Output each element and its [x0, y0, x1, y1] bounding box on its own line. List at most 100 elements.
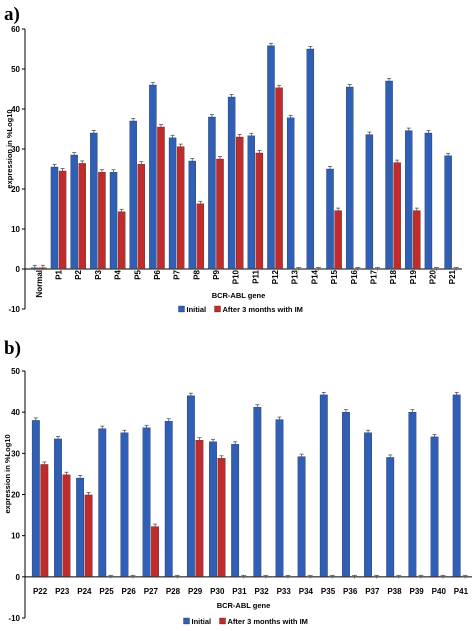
- x-category-label: P36: [343, 587, 358, 596]
- bar-initial-p20: [424, 132, 433, 270]
- x-category-label: P5: [133, 269, 142, 279]
- y-tick-label: 40: [11, 408, 20, 417]
- x-category-label: P41: [454, 587, 469, 596]
- bar-after-p3: [98, 172, 106, 270]
- bar-initial-p23: [54, 438, 62, 577]
- x-category-label: Normal: [35, 270, 44, 298]
- legend-swatch-initial: [178, 305, 185, 313]
- bar-initial-p30: [209, 441, 217, 577]
- bar-after-p8: [196, 203, 205, 270]
- x-category-label: P37: [365, 587, 380, 596]
- bar-initial-p19: [405, 130, 413, 270]
- bar-initial-p8: [188, 160, 196, 270]
- y-axis-label: expression in %Log10: [3, 434, 12, 513]
- bar-after-p7: [176, 146, 185, 270]
- bar-after-p30: [217, 458, 226, 577]
- x-category-label: P30: [210, 587, 225, 596]
- bar-initial-p14: [306, 48, 315, 270]
- bar-after-p9: [216, 158, 224, 270]
- panel-label: b): [4, 338, 21, 359]
- bar-initial-p28: [164, 421, 173, 577]
- x-category-label: P14: [310, 269, 319, 284]
- legend-label-after: After 3 months with IM: [228, 617, 308, 626]
- x-category-label: P8: [192, 269, 201, 279]
- bar-after-p1: [58, 170, 67, 270]
- legend-swatch-after: [214, 305, 221, 313]
- x-category-label: P15: [330, 269, 339, 284]
- x-category-label: P16: [350, 269, 359, 284]
- x-category-label: P34: [299, 587, 314, 596]
- x-category-label: P27: [144, 587, 159, 596]
- x-category-label: P9: [212, 269, 221, 279]
- bar-initial-p26: [120, 432, 129, 577]
- bar-initial-p13: [286, 117, 295, 270]
- x-category-label: P10: [232, 269, 241, 284]
- x-category-label: P11: [251, 269, 260, 283]
- bar-initial-p41: [452, 394, 461, 577]
- x-category-label: P4: [114, 269, 123, 279]
- x-category-label: P33: [277, 587, 292, 596]
- y-tick-label: 10: [11, 225, 20, 234]
- x-category-label: P3: [94, 269, 103, 279]
- bar-initial-p35: [319, 394, 328, 577]
- x-category-label: P6: [153, 269, 162, 279]
- x-category-label: P7: [173, 269, 182, 279]
- bar-initial-p31: [231, 444, 240, 577]
- x-category-label: P17: [369, 269, 378, 284]
- bar-after-p22: [40, 464, 49, 577]
- bar-initial-p24: [76, 477, 85, 577]
- bar-after-p11: [255, 152, 264, 270]
- bar-initial-p16: [346, 86, 354, 270]
- bar-initial-p39: [408, 412, 417, 577]
- bar-after-p19: [413, 210, 421, 270]
- y-tick-label: 0: [16, 265, 21, 274]
- x-category-label: P20: [428, 269, 437, 284]
- bar-initial-p1: [50, 166, 59, 270]
- y-tick-label: 20: [11, 185, 20, 194]
- bar-initial-p7: [168, 137, 177, 270]
- bar-initial-p22: [31, 420, 40, 577]
- bar-initial-p9: [208, 116, 216, 270]
- x-category-label: P32: [254, 587, 269, 596]
- bar-initial-p38: [386, 457, 395, 577]
- bar-initial-p17: [365, 134, 374, 270]
- x-category-label: P23: [55, 587, 70, 596]
- y-tick-label: 50: [11, 367, 20, 376]
- y-tick-label: 40: [11, 105, 20, 114]
- bar-initial-p12: [267, 45, 275, 270]
- x-category-label: P1: [55, 269, 64, 279]
- bar-after-p15: [334, 210, 342, 270]
- y-tick-label: 30: [11, 145, 20, 154]
- bar-initial-p33: [275, 419, 284, 577]
- bar-after-p23: [62, 474, 71, 577]
- y-tick-label: 50: [11, 65, 20, 74]
- bar-after-p29: [195, 440, 204, 577]
- x-axis-label: BCR-ABL gene: [217, 601, 271, 610]
- x-axis-label: BCR-ABL gene: [212, 291, 266, 300]
- bar-initial-p15: [326, 168, 334, 270]
- x-category-label: P29: [188, 587, 203, 596]
- bar-initial-p36: [342, 412, 350, 577]
- x-category-label: P21: [448, 269, 457, 284]
- bar-after-p4: [117, 211, 126, 270]
- bar-initial-p37: [364, 432, 372, 577]
- bar-initial-p27: [142, 427, 151, 577]
- legend-label-initial: Initial: [192, 617, 212, 626]
- x-category-label: P2: [74, 269, 83, 279]
- legend-swatch-initial: [183, 617, 190, 625]
- x-category-label: P18: [389, 269, 398, 284]
- x-category-label: P25: [99, 587, 114, 596]
- bar-initial-p29: [186, 395, 195, 577]
- bar-initial-p34: [297, 456, 306, 577]
- y-axis-label: expression in %Log10: [5, 109, 14, 188]
- bar-initial-p21: [444, 155, 452, 270]
- bar-initial-p40: [430, 436, 439, 577]
- x-category-label: P28: [166, 587, 181, 596]
- bar-initial-p18: [385, 80, 393, 270]
- y-tick-label: 10: [11, 532, 20, 541]
- x-category-label: P26: [122, 587, 137, 596]
- panel-label: a): [4, 4, 20, 25]
- bar-initial-p25: [98, 428, 107, 577]
- x-category-label: P19: [409, 269, 418, 284]
